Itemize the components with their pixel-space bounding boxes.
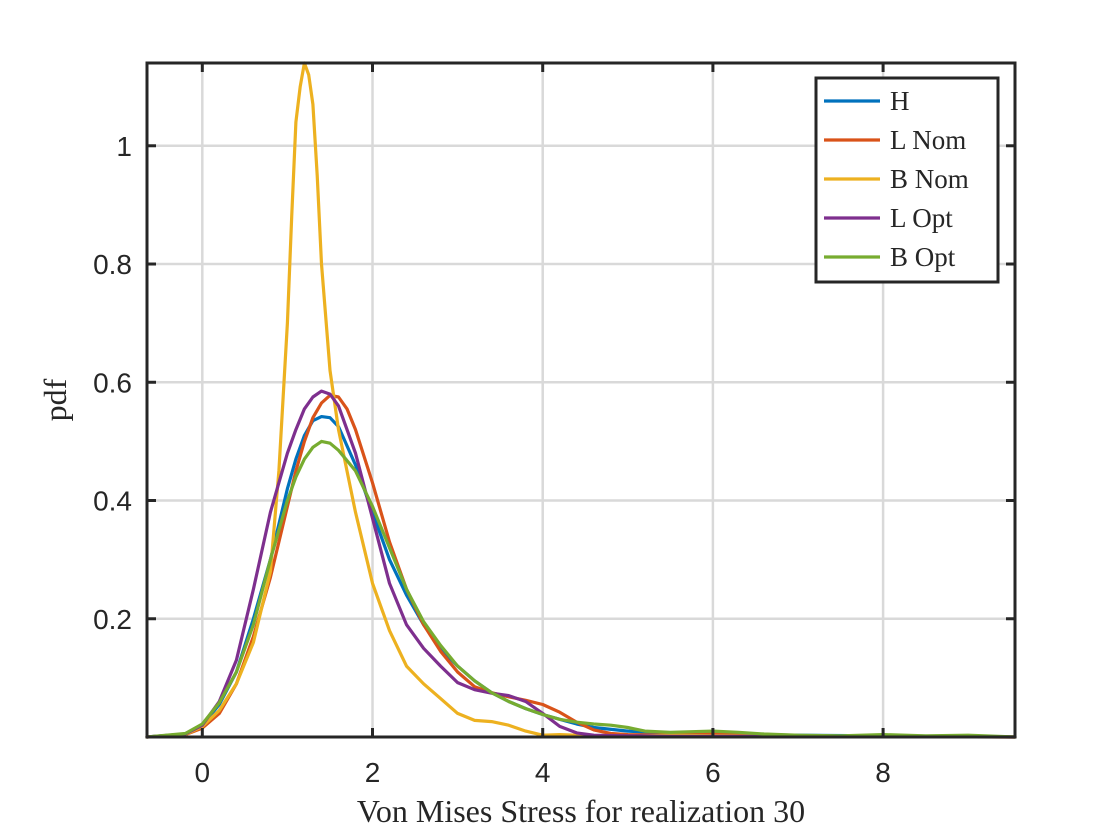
series-line-3 (145, 389, 1017, 739)
series-line-2 (145, 61, 1017, 739)
axes-box (145, 61, 1017, 739)
series-line-4 (145, 439, 1017, 739)
x-tick-label: 6 (705, 757, 721, 788)
y-tick-label: 0.2 (93, 604, 132, 635)
legend: H L Nom B Nom L Opt B Opt (814, 76, 1000, 284)
series-lines (145, 61, 1017, 739)
tick-labels: 0 2 4 6 8 0.2 0.4 0.6 0.8 1 (93, 131, 891, 788)
legend-entry-label: B Opt (890, 242, 956, 272)
y-tick-label: 0.6 (93, 367, 132, 398)
y-tick-label: 0.4 (93, 486, 132, 517)
x-tick-label: 0 (195, 757, 211, 788)
y-axis-label: pdf (37, 378, 73, 421)
legend-entry-label: B Nom (890, 164, 969, 194)
y-tick-label: 1 (116, 131, 132, 162)
x-tick-label: 8 (875, 757, 891, 788)
x-tick-label: 4 (535, 757, 551, 788)
legend-entry-label: L Opt (890, 203, 953, 233)
legend-entry-label: L Nom (890, 125, 966, 155)
x-axis-label: Von Mises Stress for realization 30 (357, 793, 805, 829)
x-tick-label: 2 (365, 757, 381, 788)
ticks (147, 63, 1015, 737)
legend-entry-label: H (890, 86, 910, 116)
y-tick-label: 0.8 (93, 249, 132, 280)
